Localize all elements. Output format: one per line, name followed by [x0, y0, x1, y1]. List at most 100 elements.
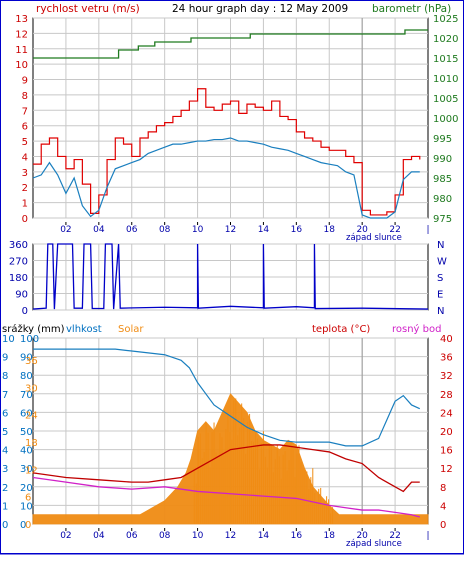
temp-y-tick-label: 20: [440, 427, 453, 438]
rain-y-tick-label: 2: [2, 483, 8, 494]
solar-y-tick-label: 0: [25, 520, 31, 531]
wind-x-end-mark: |: [426, 225, 429, 235]
rain-y-tick-label: 0: [2, 520, 8, 531]
wind-y-tick-label: 6: [22, 122, 28, 133]
temp-y-tick-label: 12: [440, 464, 453, 475]
wind-direction-series: [32, 243, 429, 310]
hum-x-tick-label: 06: [126, 531, 138, 541]
hum-x-tick-label: 18: [324, 531, 336, 541]
solar-y-tick-label: 18: [25, 438, 38, 449]
hum-x-tick-label: 14: [258, 531, 270, 541]
rain-y-tick-label: 9: [2, 353, 8, 364]
hum-x-tick-label: 22: [389, 531, 400, 541]
wind-y-tick-label: 2: [22, 183, 28, 194]
humidity-series: [33, 348, 421, 447]
chart-title: 24 hour graph day : 12 May 2009: [172, 3, 348, 15]
hum-x-end-mark: |: [426, 531, 429, 541]
dir-y-tick-label: 270: [9, 257, 28, 268]
dir-compass-label: E: [437, 290, 443, 301]
rain-y-tick-label: 5: [2, 427, 8, 438]
wind-y-tick-label: 4: [22, 152, 28, 163]
dewpoint-series: [32, 476, 420, 518]
baro-y-tick-label: 1020: [433, 34, 458, 45]
dir-compass-label: N: [437, 240, 444, 251]
hum-x-tick-label: 16: [291, 531, 303, 541]
barometer-axis-title: barometr (hPa): [372, 3, 451, 15]
humidity-temp-panel: 0123456789100102030405060708090100061218…: [2, 334, 453, 541]
wind-y-tick-label: 12: [15, 29, 28, 40]
temp-y-tick-label: 24: [440, 408, 453, 419]
rain-y-tick-label: 3: [2, 464, 8, 475]
baro-y-tick-label: 1025: [433, 14, 458, 25]
baro-y-tick-label: 1000: [433, 114, 458, 125]
wind-x-tick-label: 04: [93, 225, 105, 235]
wind-x-tick-label: 12: [225, 225, 236, 235]
wind-x-tick-label: 10: [192, 225, 204, 235]
temp-y-tick-label: 32: [440, 371, 453, 382]
wind-y-tick-label: 5: [22, 137, 28, 148]
dir-compass-label: S: [437, 273, 443, 284]
wind-x-tick-label: 22: [389, 225, 400, 235]
humidity-y-tick-label: 80: [20, 371, 33, 382]
temperature-axis-title: teplota (°C): [312, 324, 370, 335]
baro-y-tick-label: 990: [433, 154, 452, 165]
dir-compass-label: W: [437, 257, 447, 268]
humidity-y-tick-label: 70: [20, 390, 33, 401]
rain-y-tick-label: 10: [2, 334, 15, 345]
wind-baro-panel: 0123456789101112139759809859909951000100…: [15, 14, 458, 235]
baro-y-tick-label: 985: [433, 174, 452, 185]
wind-x-tick-label: 06: [126, 225, 138, 235]
wind-average-series: [32, 137, 420, 219]
temp-y-tick-label: 0: [440, 520, 446, 531]
temp-y-tick-label: 28: [440, 390, 453, 401]
rain-y-tick-label: 1: [2, 501, 8, 512]
wind-y-tick-label: 10: [15, 60, 28, 71]
rain-y-tick-label: 8: [2, 371, 8, 382]
dir-y-tick-label: 0: [22, 306, 28, 317]
humidity-y-tick-label: 50: [20, 427, 33, 438]
wind-y-tick-label: 9: [22, 76, 28, 87]
rain-y-tick-label: 4: [2, 446, 8, 457]
humidity-y-tick-label: 20: [20, 483, 33, 494]
humidity-y-tick-label: 10: [20, 501, 33, 512]
solar-axis-title: Solar: [118, 324, 144, 335]
hum-x-tick-label: 02: [60, 531, 71, 541]
humidity-y-tick-label: 90: [20, 353, 33, 364]
sunset-label-top: západ slunce: [346, 233, 402, 243]
wind-y-tick-label: 1: [22, 199, 28, 210]
wind-x-tick-label: 02: [60, 225, 71, 235]
temp-y-tick-label: 36: [440, 353, 453, 364]
baro-y-tick-label: 1005: [433, 94, 458, 105]
solar-y-tick-label: 24: [25, 411, 38, 422]
baro-y-tick-label: 995: [433, 134, 452, 145]
baro-y-tick-label: 980: [433, 194, 452, 205]
temp-y-tick-label: 16: [440, 446, 453, 457]
humidity-axis-title: vlhkost: [66, 324, 102, 335]
wind-y-tick-label: 3: [22, 168, 28, 179]
humidity-y-tick-label: 60: [20, 408, 33, 419]
baro-y-tick-label: 1010: [433, 74, 458, 85]
rain-axis-title: srážky (mm): [2, 323, 65, 335]
solar-y-tick-label: 36: [25, 356, 38, 367]
dir-y-tick-label: 180: [9, 273, 28, 284]
wind-y-tick-label: 7: [22, 106, 28, 117]
wind-y-tick-label: 0: [22, 214, 28, 225]
solar-y-tick-label: 30: [25, 383, 38, 394]
rain-y-tick-label: 7: [2, 390, 8, 401]
hum-x-tick-label: 20: [356, 531, 368, 541]
wind-x-tick-label: 16: [291, 225, 303, 235]
hum-x-tick-label: 12: [225, 531, 236, 541]
dir-y-tick-label: 360: [9, 240, 28, 251]
humidity-y-tick-label: 100: [20, 334, 39, 345]
hum-x-tick-label: 04: [93, 531, 105, 541]
dir-compass-label: N: [437, 306, 444, 317]
temp-y-tick-label: 8: [440, 483, 446, 494]
wind-y-tick-label: 11: [15, 45, 28, 56]
temp-y-tick-label: 40: [440, 334, 453, 345]
sunset-label-bottom: západ slunce: [346, 539, 402, 549]
temperature-series: [32, 444, 420, 493]
wind-y-tick-label: 8: [22, 91, 28, 102]
hum-x-tick-label: 08: [159, 531, 171, 541]
